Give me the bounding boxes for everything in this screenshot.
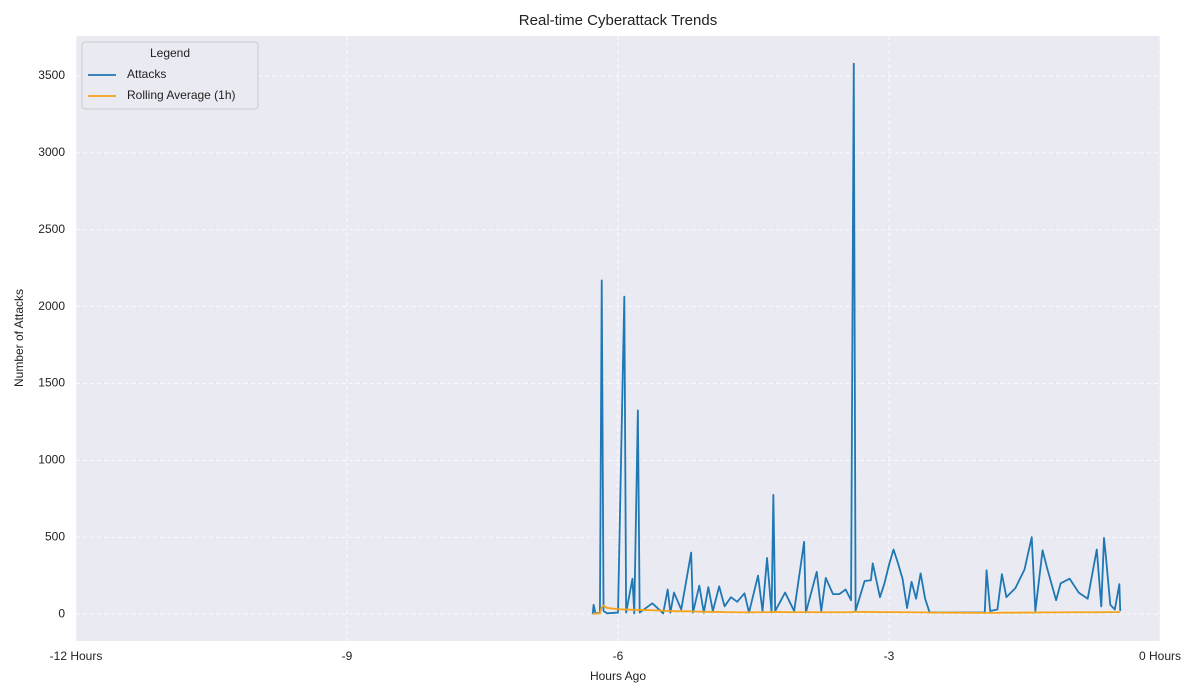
- y-tick-label: 1000: [38, 453, 65, 467]
- x-tick-label: 0 Hours: [1139, 649, 1181, 663]
- legend: Legend Attacks Rolling Average (1h): [81, 41, 259, 110]
- legend-title: Legend: [150, 46, 190, 60]
- legend-label: Attacks: [127, 67, 166, 81]
- x-tick-label: -9: [342, 649, 353, 663]
- y-tick-label: 500: [45, 529, 65, 543]
- series-line: [591, 62, 1122, 615]
- y-axis-title: Number of Attacks: [12, 289, 26, 387]
- y-tick-label: 1500: [38, 376, 65, 390]
- x-tick-label: -6: [613, 649, 624, 663]
- series-line: [592, 604, 1121, 615]
- x-tick-label: -3: [884, 649, 895, 663]
- y-tick-label: 2500: [38, 222, 65, 236]
- legend-label: Rolling Average (1h): [127, 88, 236, 102]
- grid: 0 500 1000 1500 2000 2500 3000 3500 -12 Hours -9 -…: [38, 36, 1181, 663]
- x-tick-label: -12 Hours: [50, 649, 103, 663]
- y-tick-label: 2000: [38, 299, 65, 313]
- y-tick-label: 3000: [38, 145, 65, 159]
- y-tick-label: 3500: [38, 68, 65, 82]
- x-axis-title: Hours Ago: [590, 669, 646, 683]
- lines: [591, 62, 1122, 615]
- y-tick-label: 0: [58, 606, 65, 620]
- chart-title: Real-time Cyberattack Trends: [519, 12, 717, 29]
- legend-box: [81, 41, 259, 110]
